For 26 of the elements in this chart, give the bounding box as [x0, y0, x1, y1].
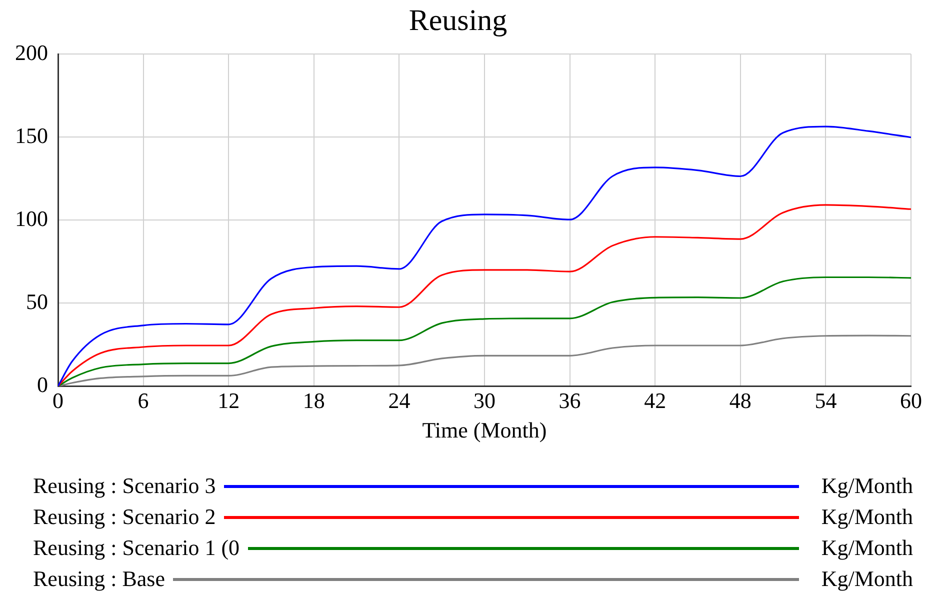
legend-label: Reusing : Scenario 3	[33, 472, 216, 498]
x-tick-label: 0	[52, 388, 64, 414]
x-tick-label: 60	[900, 388, 922, 414]
x-tick-label: 24	[388, 388, 410, 414]
legend-label: Reusing : Scenario 1 (0	[33, 534, 240, 560]
x-axis-title: Time (Month)	[422, 418, 547, 443]
text: Kg/Month	[821, 566, 913, 592]
x-tick-label: 36	[558, 388, 581, 414]
x-tick-label: 54	[814, 388, 837, 414]
x-tick-label: 48	[729, 388, 752, 414]
y-tick-label: 200	[15, 40, 48, 65]
legend-label: Reusing : Base	[33, 566, 165, 592]
y-tick-label: 0	[37, 372, 48, 397]
x-tick-label: 30	[474, 388, 496, 414]
x-tick-label: 12	[218, 388, 240, 414]
text: Kg/Month	[821, 534, 913, 560]
text: Kg/Month	[821, 472, 913, 498]
text: Kg/Month	[821, 504, 913, 530]
chart-title: Reusing	[408, 4, 508, 37]
y-tick-label: 50	[26, 288, 48, 314]
y-tick-label: 100	[15, 206, 48, 231]
x-tick-label: 18	[302, 388, 325, 414]
x-tick-label: 6	[138, 388, 149, 414]
legend-label: Reusing : Scenario 2	[33, 504, 216, 530]
y-tick-label: 150	[15, 122, 48, 148]
x-tick-label: 42	[644, 388, 666, 414]
